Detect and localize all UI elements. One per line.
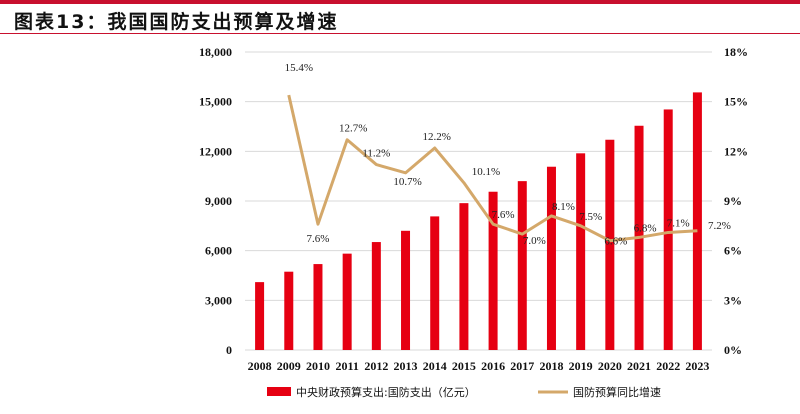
x-axis-tick: 2018: [539, 359, 563, 373]
bar-2020: [605, 139, 615, 350]
right-axis-tick: 6%: [724, 244, 742, 258]
growth-data-label: 6.6%: [604, 236, 627, 248]
left-axis-tick: 18,000: [199, 45, 232, 59]
growth-data-label: 7.1%: [667, 217, 690, 229]
growth-data-label: 7.6%: [307, 233, 330, 245]
right-axis-tick: 15%: [724, 95, 748, 109]
left-axis-tick: 12,000: [199, 144, 232, 158]
x-axis-tick: 2021: [627, 359, 651, 373]
growth-data-label: 7.0%: [523, 235, 546, 247]
x-axis-tick: 2023: [685, 359, 709, 373]
left-axis-tick: 9,000: [205, 194, 232, 208]
growth-line: [287, 94, 698, 243]
right-axis-tick: 12%: [724, 144, 748, 158]
growth-data-label: 7.5%: [579, 211, 602, 223]
x-axis-tick: 2014: [423, 359, 447, 373]
growth-data-label: 15.4%: [285, 62, 313, 74]
bar-2015: [459, 203, 469, 350]
growth-data-label: 10.7%: [393, 176, 421, 188]
right-axis-tick: 9%: [724, 194, 742, 208]
growth-data-label: 7.6%: [492, 209, 515, 221]
title-underline: [0, 33, 800, 34]
bar-2014: [430, 216, 440, 350]
legend-line-label: 国防预算同比增速: [573, 385, 661, 399]
growth-data-label: 8.1%: [552, 201, 575, 213]
x-axis-tick: 2015: [452, 359, 476, 373]
legend-bar-swatch: [267, 387, 291, 396]
left-axis-tick: 0: [226, 343, 232, 357]
growth-data-label: 10.1%: [472, 166, 500, 178]
x-axis-tick: 2022: [656, 359, 680, 373]
right-axis-tick: 0%: [724, 343, 742, 357]
bar-2022: [663, 109, 673, 350]
left-axis-tick: 6,000: [205, 244, 232, 258]
bar-2009: [284, 271, 294, 350]
bar-2008: [255, 282, 265, 350]
legend-bar-label: 中央财政预算支出:国防支出（亿元）: [296, 385, 476, 399]
bar-2023: [692, 92, 702, 350]
x-axis-tick: 2013: [394, 359, 418, 373]
bar-2013: [401, 230, 411, 350]
right-axis-tick: 18%: [724, 45, 748, 59]
growth-data-label: 12.2%: [423, 131, 451, 143]
bar-2016: [488, 191, 498, 350]
x-axis-tick: 2009: [277, 359, 301, 373]
bar-2019: [576, 153, 586, 350]
x-axis-tick: 2011: [335, 359, 358, 373]
title-top-rule: [0, 0, 800, 4]
x-axis-tick: 2016: [481, 359, 505, 373]
bar-2017: [517, 181, 527, 350]
x-axis-tick: 2020: [598, 359, 622, 373]
growth-data-label: 11.2%: [362, 148, 390, 160]
left-axis-tick: 3,000: [205, 293, 232, 307]
growth-data-label: 6.8%: [634, 222, 657, 234]
page-title: 图表13：我国国防支出预算及增速: [14, 11, 339, 33]
x-axis-tick: 2012: [364, 359, 388, 373]
left-axis-tick: 15,000: [199, 95, 232, 109]
growth-data-label: 7.2%: [708, 220, 731, 232]
x-axis-tick: 2019: [569, 359, 593, 373]
bar-2011: [342, 253, 352, 350]
x-axis-tick: 2017: [510, 359, 534, 373]
x-axis-tick: 2010: [306, 359, 330, 373]
bar-2018: [546, 166, 556, 350]
growth-data-label: 12.7%: [339, 123, 367, 135]
x-axis-tick: 2008: [248, 359, 272, 373]
bar-2010: [313, 264, 323, 350]
right-axis-tick: 3%: [724, 293, 742, 307]
bar-2012: [371, 242, 381, 350]
